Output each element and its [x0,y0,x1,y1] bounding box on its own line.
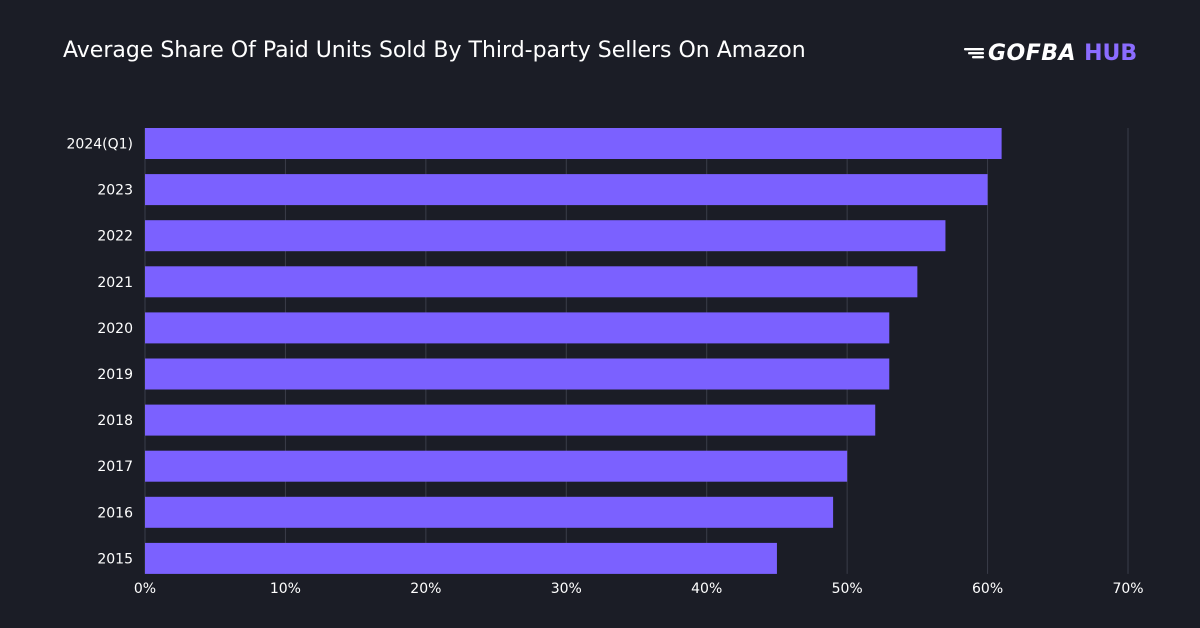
bar [145,128,1002,159]
logo-word: GOFBA [988,40,1077,66]
x-tick-label: 70% [1112,581,1143,597]
x-tick-label: 60% [972,581,1003,597]
y-category-label: 2020 [97,321,133,337]
x-tick-label: 50% [832,581,863,597]
chart-title: Average Share Of Paid Units Sold By Thir… [63,38,806,63]
bar [145,542,777,574]
logo-accent: HUB [1084,40,1138,66]
x-tick-label: 40% [691,581,722,597]
y-category-label: 2023 [97,183,133,199]
x-tick-label: 0% [134,581,156,597]
bar [145,496,834,528]
y-category-label: 2022 [97,229,133,245]
bar [145,266,918,298]
y-category-label: 2019 [97,367,133,383]
bar [145,404,876,436]
x-tick-label: 10% [270,581,301,597]
y-category-label: 2015 [97,551,133,567]
speed-lines-icon [964,48,984,59]
y-category-label: 2017 [97,459,133,475]
x-tick-label: 20% [410,581,441,597]
bar [145,358,890,390]
bar [145,174,988,206]
bar [145,450,848,482]
y-category-label: 2024(Q1) [67,137,133,153]
bar [145,312,890,344]
y-category-label: 2018 [97,413,133,429]
y-category-label: 2016 [97,505,133,521]
brand-logo: GOFBA HUB [964,38,1137,68]
y-category-label: 2021 [97,275,133,291]
bar [145,220,946,252]
x-tick-label: 30% [551,581,582,597]
